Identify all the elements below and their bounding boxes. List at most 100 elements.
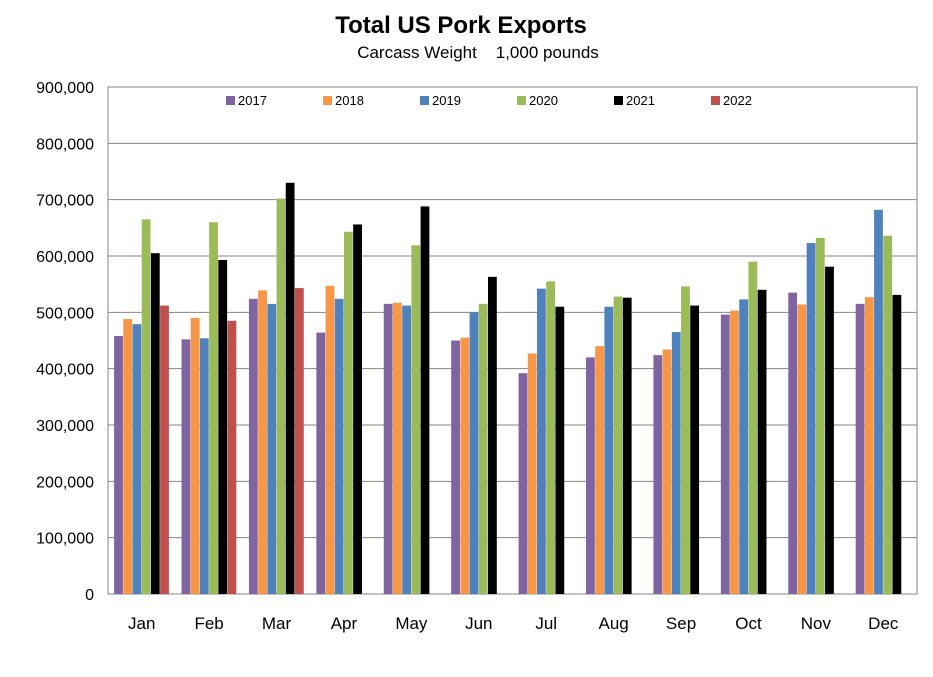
bar-2019-Mar [267, 303, 277, 594]
legend-label-2022: 2022 [723, 93, 752, 108]
bar-2022-Jan [160, 305, 169, 594]
bar-2019-Feb [199, 338, 209, 594]
bar-2018-Apr [325, 285, 335, 594]
y-tick-label: 200,000 [36, 474, 94, 491]
bar-2021-Apr [353, 224, 362, 594]
bar-2020-Mar [276, 198, 286, 595]
bar-2021-Jul [555, 306, 565, 594]
legend-label-2019: 2019 [432, 93, 461, 108]
x-tick-label: Apr [331, 614, 358, 633]
bar-2021-Mar [285, 182, 295, 594]
x-tick-label: Dec [868, 614, 899, 633]
bar-2018-Mar [258, 290, 267, 594]
legend-swatch-2018 [323, 96, 332, 105]
bar-2018-Aug [595, 346, 605, 594]
bar-2018-Feb [190, 317, 200, 594]
bar-2019-Sep [671, 332, 681, 594]
y-tick-label: 600,000 [36, 249, 94, 266]
y-tick-label: 700,000 [36, 193, 94, 210]
legend-swatch-2017 [226, 96, 235, 105]
bar-2021-Nov [825, 266, 834, 594]
x-tick-label: May [395, 614, 428, 633]
y-tick-label: 300,000 [36, 418, 94, 435]
bar-2021-Jun [487, 276, 497, 594]
bar-2021-Feb [218, 259, 228, 594]
gridlines [108, 86, 917, 539]
bar-2017-May [383, 303, 393, 594]
bar-2019-Nov [806, 243, 816, 595]
x-axis-ticks: Jan Feb Mar Apr May Jun Jul Aug Sep Oct Nov Dec [128, 614, 899, 633]
bar-2020-Sep [681, 286, 690, 594]
legend-label-2018: 2018 [335, 93, 364, 108]
bar-2020-May [411, 245, 421, 595]
bar-2020-Apr [343, 231, 353, 594]
bar-2020-Feb [209, 222, 218, 594]
x-tick-label: Jun [465, 614, 492, 633]
chart-subtitle: Carcass Weight 1,000 pounds [357, 43, 599, 62]
y-tick-label: 500,000 [36, 305, 94, 322]
legend-label-2020: 2020 [529, 93, 558, 108]
bar-2021-May [420, 206, 430, 594]
legend: 2017 2018 2019 2020 2021 2022 [226, 93, 752, 108]
bar-2020-Jun [478, 303, 488, 594]
bar-2019-Jan [132, 324, 142, 594]
bar-2019-Apr [334, 298, 344, 594]
bar-2019-Aug [604, 306, 614, 594]
bar-2021-Sep [690, 305, 700, 594]
bar-2020-Oct [748, 261, 758, 594]
y-tick-label: 0 [85, 587, 94, 604]
bar-2019-Jul [537, 288, 546, 594]
y-tick-label: 800,000 [36, 136, 94, 153]
x-tick-label: Sep [666, 614, 696, 633]
bar-2019-Dec [874, 209, 883, 594]
legend-swatch-2020 [517, 96, 526, 105]
bar-2018-Sep [662, 349, 672, 594]
bar-2021-Oct [757, 289, 767, 594]
x-tick-label: Mar [262, 614, 292, 633]
bar-2021-Jan [150, 253, 160, 594]
x-tick-label: Aug [599, 614, 629, 633]
bar-2017-Aug [586, 357, 595, 594]
bar-2022-Mar [294, 288, 304, 594]
bar-2017-Apr [316, 332, 326, 594]
bar-2017-Dec [855, 303, 865, 594]
bar-2020-Nov [815, 237, 825, 594]
bar-2018-Jan [123, 319, 133, 594]
legend-label-2017: 2017 [238, 93, 267, 108]
bar-2018-Oct [730, 310, 739, 594]
bar-2020-Dec [883, 235, 893, 594]
legend-swatch-2019 [420, 96, 429, 105]
bar-2018-Nov [797, 304, 807, 594]
x-tick-label: Feb [194, 614, 223, 633]
y-tick-label: 900,000 [36, 80, 94, 97]
bar-2019-Jun [469, 312, 479, 594]
y-tick-label: 400,000 [36, 362, 94, 379]
x-tick-label: Oct [735, 614, 762, 633]
bar-2021-Aug [622, 297, 632, 594]
bar-2020-Aug [613, 296, 623, 594]
x-tick-label: Nov [801, 614, 832, 633]
bar-2018-Jun [460, 337, 470, 594]
bar-2018-Jul [527, 353, 537, 594]
bar-2018-May [392, 302, 402, 594]
chart-title: Total US Pork Exports [335, 12, 587, 39]
bar-2022-Feb [227, 320, 237, 594]
legend-swatch-2022 [711, 96, 720, 105]
legend-label-2021: 2021 [626, 93, 655, 108]
x-tick-label: Jul [535, 614, 557, 633]
bar-2017-Feb [181, 339, 191, 594]
bar-2017-Mar [248, 298, 258, 594]
bar-2019-Oct [739, 299, 749, 594]
bar-2017-Jan [114, 335, 123, 594]
bar-2017-Oct [720, 314, 730, 594]
bar-2019-May [402, 305, 411, 594]
bar-2017-Sep [653, 355, 663, 594]
bars [114, 182, 902, 595]
bar-2017-Jun [451, 340, 460, 594]
bar-2017-Nov [788, 292, 798, 594]
bar-2018-Dec [864, 297, 874, 594]
bar-2020-Jul [546, 281, 556, 594]
x-tick-label: Jan [128, 614, 155, 633]
legend-swatch-2021 [614, 96, 623, 105]
